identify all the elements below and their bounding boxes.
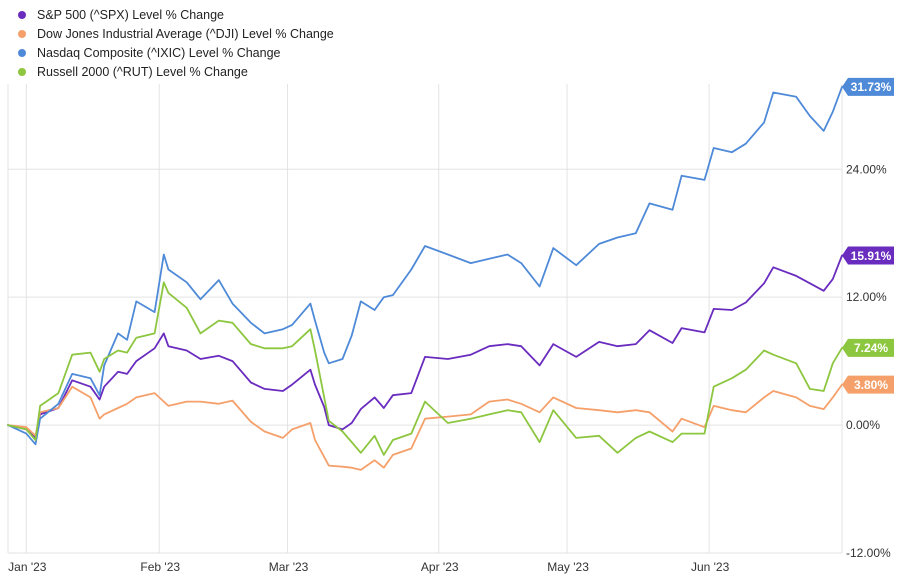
series-line-rut[interactable] [7, 281, 843, 456]
legend-label-dji: Dow Jones Industrial Average (^DJI) Leve… [37, 26, 334, 41]
end-label-value: 15.91% [851, 249, 892, 263]
legend-marker-rut [18, 67, 26, 76]
end-value-labels: 15.91% 3.80% 31.73% 7.24% [842, 77, 894, 394]
legend-marker-dji [18, 29, 26, 38]
x-tick-label: Mar '23 [269, 560, 309, 574]
legend-item-dji[interactable]: Dow Jones Industrial Average (^DJI) Leve… [18, 24, 334, 43]
end-label-flag [842, 338, 894, 357]
legend-label-ixic: Nasdaq Composite (^IXIC) Level % Change [37, 45, 281, 60]
legend-item-rut[interactable]: Russell 2000 (^RUT) Level % Change [18, 62, 334, 81]
legend-label-rut: Russell 2000 (^RUT) Level % Change [37, 64, 248, 79]
end-label-rut: 7.24% [842, 338, 894, 357]
end-label-ixic: 31.73% [842, 77, 894, 96]
end-label-value: 31.73% [851, 80, 892, 94]
series-lines [7, 86, 843, 471]
end-label-dji: 3.80% [842, 375, 894, 394]
legend-marker-ixic [18, 48, 26, 57]
series-line-dji[interactable] [7, 383, 843, 471]
legend: S&P 500 (^SPX) Level % Change Dow Jones … [18, 5, 334, 81]
y-tick-label: -12.00% [846, 546, 891, 560]
end-label-value: 7.24% [854, 341, 888, 355]
series-line-spx[interactable] [7, 254, 843, 439]
axis-labels: 24.00% 12.00% 0.00% -12.00% Jan '23 Feb '23 Ma… [8, 162, 891, 574]
x-tick-label: Feb '23 [140, 560, 180, 574]
end-label-value: 3.80% [854, 378, 888, 392]
x-tick-label: Jan '23 [8, 560, 47, 574]
end-label-flag [842, 77, 894, 96]
x-tick-label: Apr '23 [421, 560, 459, 574]
end-label-flag [842, 375, 894, 394]
legend-item-spx[interactable]: S&P 500 (^SPX) Level % Change [18, 5, 334, 24]
y-tick-label: 12.00% [846, 290, 887, 304]
x-tick-label: May '23 [547, 560, 589, 574]
series-line-ixic[interactable] [7, 86, 843, 446]
x-tick-label: Jun '23 [691, 560, 730, 574]
y-tick-label: 24.00% [846, 162, 887, 176]
end-label-flag [842, 246, 894, 265]
legend-label-spx: S&P 500 (^SPX) Level % Change [37, 7, 224, 22]
end-label-spx: 15.91% [842, 246, 894, 265]
y-tick-label: 0.00% [846, 418, 880, 432]
legend-item-ixic[interactable]: Nasdaq Composite (^IXIC) Level % Change [18, 43, 334, 62]
legend-marker-spx [18, 10, 26, 19]
